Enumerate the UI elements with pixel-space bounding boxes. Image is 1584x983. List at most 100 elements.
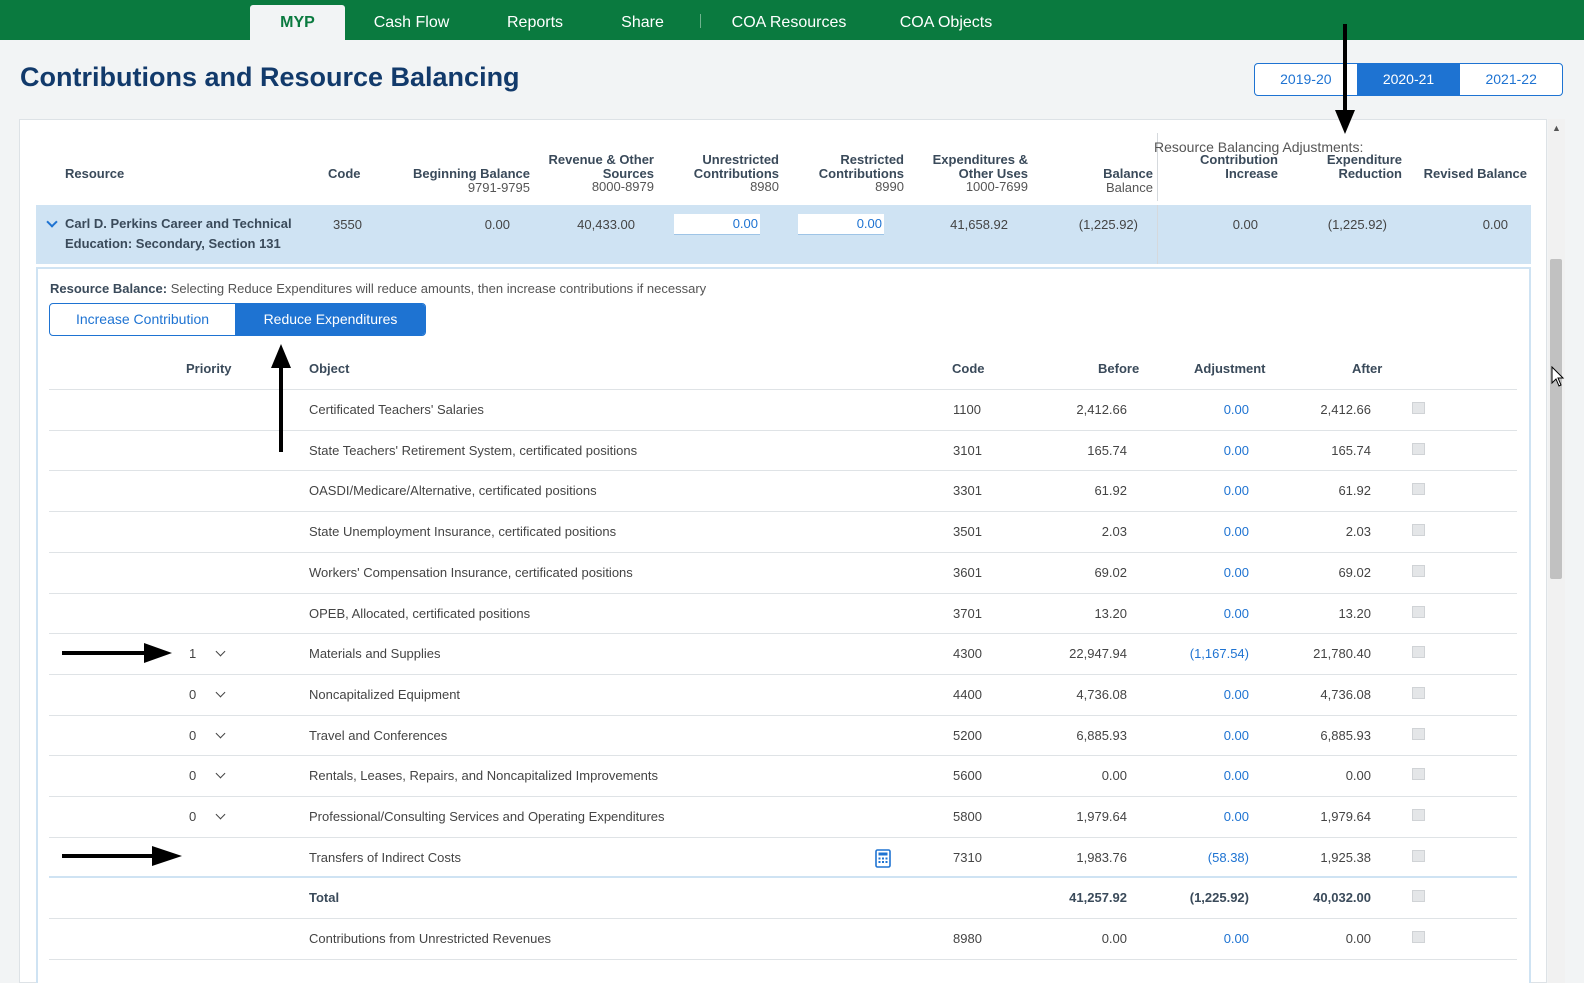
object-code: 3301 (953, 483, 982, 498)
object-code: 5200 (953, 728, 982, 743)
resource-code: 3550 (333, 217, 362, 232)
note-icon[interactable] (1412, 687, 1425, 699)
note-icon[interactable] (1412, 606, 1425, 618)
header-expenditure-reduction-label1: Expenditure (1326, 152, 1402, 167)
calculator-icon[interactable] (875, 849, 891, 868)
tab-myp[interactable]: MYP (250, 5, 345, 40)
note-icon[interactable] (1412, 565, 1425, 577)
note-icon[interactable] (1412, 646, 1425, 658)
total-before: 41,257.92 (1069, 890, 1127, 905)
resource-expenditures: 41,658.92 (950, 217, 1008, 232)
object-name: State Unemployment Insurance, certificat… (309, 524, 617, 539)
object-name: Materials and Supplies (309, 646, 441, 661)
note-icon[interactable] (1412, 524, 1425, 536)
tab-coa-objects[interactable]: COA Objects (899, 14, 993, 31)
adjustment-value[interactable]: (1,167.54) (1189, 646, 1249, 661)
adjustment-value[interactable]: 0.00 (1223, 809, 1249, 824)
after-value: 6,885.93 (1320, 728, 1371, 743)
contributions-adjustment[interactable]: 0.00 (1223, 931, 1249, 946)
object-name: Workers' Compensation Insurance, certifi… (309, 565, 633, 580)
note-icon[interactable] (1412, 402, 1425, 414)
priority-value[interactable]: 1 (189, 646, 197, 661)
object-name: State Teachers' Retirement System, certi… (309, 443, 638, 458)
tab-share[interactable]: Share (621, 14, 664, 31)
priority-value[interactable]: 0 (189, 809, 197, 824)
before-value: 6,885.93 (1076, 728, 1127, 743)
adjustment-value[interactable]: 0.00 (1223, 524, 1249, 539)
table-row: OPEB, Allocated, certificated positions 3… (49, 593, 1517, 634)
annotation-arrow-down (1335, 24, 1355, 134)
note-icon[interactable] (1412, 809, 1425, 821)
chevron-down-icon[interactable] (215, 809, 226, 820)
unrestricted-contribution-input[interactable]: 0.00 (674, 214, 760, 235)
table-row: 0 Noncapitalized Equipment 4400 4,736.08 0.0… (49, 674, 1517, 715)
adjustment-value[interactable]: (58.38) (1207, 850, 1249, 865)
scrollbar[interactable]: ▲ (1548, 119, 1565, 983)
contributions-object: Contributions from Unrestricted Revenues (309, 931, 552, 946)
chevron-down-icon[interactable] (215, 687, 226, 698)
header-unrestricted-label1: Unrestricted (702, 152, 779, 167)
note-icon[interactable] (1412, 931, 1425, 943)
header-unrestricted-label2: Contributions (693, 165, 779, 181)
priority-value[interactable]: 0 (189, 687, 197, 702)
detail-header-before: Before (1098, 361, 1140, 376)
tab-reports[interactable]: Reports (506, 14, 564, 31)
header-code: Code (328, 166, 361, 181)
object-code: 4400 (953, 687, 982, 702)
after-value: 2,412.66 (1320, 402, 1371, 417)
mouse-cursor-icon (1551, 366, 1565, 387)
header-revenue-label2: Sources (602, 165, 654, 181)
before-value: 2.03 (1101, 524, 1127, 539)
adjustments-caption: Resource Balancing Adjustments: (1154, 139, 1364, 155)
reduce-expenditures-button[interactable]: Reduce Expenditures (236, 304, 425, 335)
adjustment-value[interactable]: 0.00 (1223, 483, 1249, 498)
before-value: 22,947.94 (1069, 646, 1127, 661)
chevron-down-icon[interactable] (215, 646, 226, 657)
object-code: 4300 (953, 646, 982, 661)
adjustment-value[interactable]: 0.00 (1223, 565, 1249, 580)
tab-cash-flow[interactable]: Cash Flow (373, 14, 450, 31)
header-balance: Balance Balance (1060, 167, 1153, 194)
adjustment-value[interactable]: 0.00 (1223, 443, 1249, 458)
note-icon[interactable] (1412, 768, 1425, 780)
chevron-down-icon[interactable] (215, 728, 226, 739)
detail-header-code: Code (952, 361, 985, 376)
note-icon[interactable] (1412, 850, 1425, 862)
note-icon[interactable] (1412, 483, 1425, 495)
year-button-2020-21[interactable]: 2020-21 (1357, 64, 1461, 95)
chevron-down-icon[interactable] (215, 768, 226, 779)
adjustment-value[interactable]: 0.00 (1223, 728, 1249, 743)
table-row: 1 Materials and Supplies 4300 22,947.94 (1,1… (49, 633, 1517, 674)
chevron-down-icon[interactable] (46, 216, 58, 228)
note-icon[interactable] (1412, 443, 1425, 455)
table-row: State Teachers' Retirement System, certi… (49, 430, 1517, 471)
resource-row[interactable]: Carl D. Perkins Career and Technical Edu… (36, 205, 1531, 264)
adjustment-value[interactable]: 0.00 (1223, 402, 1249, 417)
after-value: 1,979.64 (1320, 809, 1371, 824)
scroll-up-icon[interactable]: ▲ (1552, 123, 1561, 133)
before-value: 2,412.66 (1076, 402, 1127, 417)
year-button-2021-22[interactable]: 2021-22 (1485, 71, 1537, 87)
header-expenditures-label1: Expenditures & (932, 152, 1028, 167)
before-value: 0.00 (1101, 768, 1127, 783)
before-value: 69.02 (1094, 565, 1127, 580)
scroll-thumb[interactable] (1550, 259, 1562, 579)
tab-coa-resources[interactable]: COA Resources (731, 14, 847, 31)
priority-value[interactable]: 0 (189, 728, 197, 743)
detail-header-adjustment: Adjustment (1194, 361, 1266, 376)
header-balance-label: Balance (1103, 166, 1153, 181)
adjustment-value[interactable]: 0.00 (1223, 768, 1249, 783)
restricted-contribution-input[interactable]: 0.00 (798, 214, 884, 235)
adjustment-value[interactable]: 0.00 (1223, 606, 1249, 621)
resource-beginning-balance: 0.00 (484, 217, 510, 232)
tab-divider (700, 14, 701, 28)
year-button-2019-20[interactable]: 2019-20 (1255, 64, 1358, 95)
table-row: State Unemployment Insurance, certificat… (49, 511, 1517, 552)
priority-value[interactable]: 0 (189, 768, 197, 783)
note-icon[interactable] (1412, 890, 1425, 902)
note-icon[interactable] (1412, 728, 1425, 740)
increase-contribution-button[interactable]: Increase Contribution (50, 304, 237, 335)
total-after: 40,032.00 (1313, 890, 1371, 905)
adjustment-value[interactable]: 0.00 (1223, 687, 1249, 702)
header-revised-balance: Revised Balance (1423, 166, 1527, 181)
